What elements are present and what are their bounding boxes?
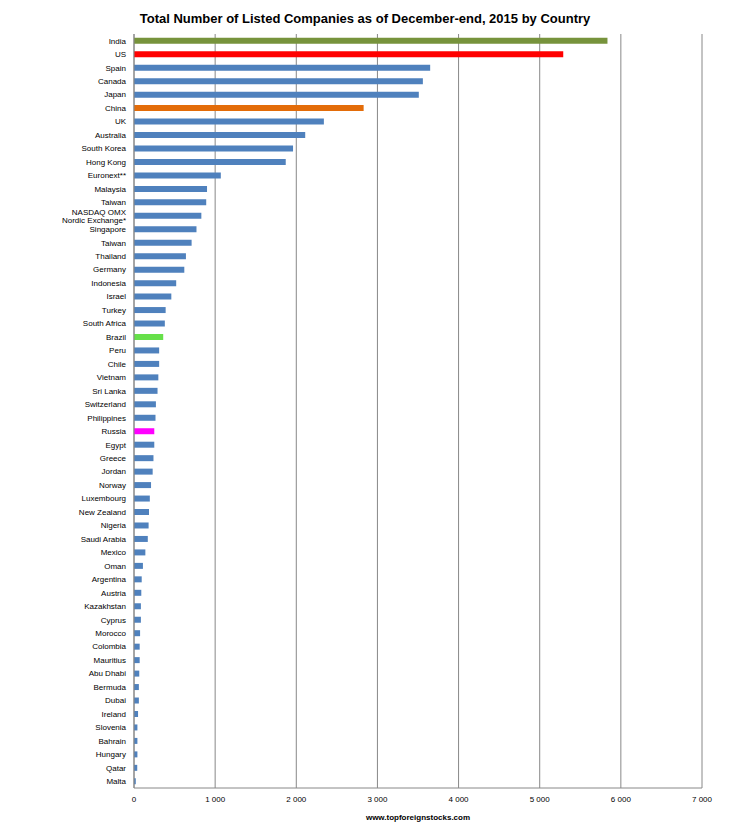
svg-text:Chile: Chile <box>108 360 127 369</box>
svg-text:Australia: Australia <box>95 131 127 140</box>
svg-text:Ireland: Ireland <box>102 710 126 719</box>
svg-text:1 000: 1 000 <box>205 795 226 804</box>
svg-text:Brazil: Brazil <box>106 333 126 342</box>
svg-text:Canada: Canada <box>98 77 127 86</box>
svg-text:0: 0 <box>132 795 137 804</box>
svg-text:5 000: 5 000 <box>530 795 551 804</box>
svg-text:Thailand: Thailand <box>95 252 126 261</box>
svg-text:Jordan: Jordan <box>102 467 126 476</box>
svg-text:Taiwan: Taiwan <box>101 198 126 207</box>
svg-text:Greece: Greece <box>100 454 127 463</box>
svg-text:Kazakhstan: Kazakhstan <box>84 602 126 611</box>
svg-text:Japan: Japan <box>104 90 126 99</box>
svg-text:Abu Dhabi: Abu Dhabi <box>89 669 127 678</box>
svg-text:Saudi Arabia: Saudi Arabia <box>81 535 127 544</box>
svg-text:South Korea: South Korea <box>82 144 127 153</box>
svg-text:Spain: Spain <box>106 64 126 73</box>
svg-text:Morocco: Morocco <box>95 629 126 638</box>
svg-text:2 000: 2 000 <box>286 795 307 804</box>
svg-text:Malaysia: Malaysia <box>94 185 126 194</box>
svg-text:6 000: 6 000 <box>611 795 632 804</box>
svg-text:Qatar: Qatar <box>106 764 126 773</box>
svg-text:Indonesia: Indonesia <box>91 279 126 288</box>
svg-text:7 000: 7 000 <box>692 795 713 804</box>
svg-text:Oman: Oman <box>104 562 126 571</box>
svg-text:Luxembourg: Luxembourg <box>82 494 126 503</box>
svg-text:Sri Lanka: Sri Lanka <box>92 387 126 396</box>
svg-text:NASDAQ OMXNordic Exchange*: NASDAQ OMXNordic Exchange* <box>62 208 127 225</box>
svg-text:Colombia: Colombia <box>92 642 126 651</box>
svg-text:South Africa: South Africa <box>83 319 127 328</box>
svg-text:Slovenia: Slovenia <box>95 723 126 732</box>
svg-text:China: China <box>105 104 126 113</box>
svg-text:Philippines: Philippines <box>87 414 126 423</box>
svg-text:Vietnam: Vietnam <box>97 373 127 382</box>
svg-text:Hong Kong: Hong Kong <box>86 158 126 167</box>
svg-text:New Zealand: New Zealand <box>79 508 126 517</box>
svg-text:Bermuda: Bermuda <box>94 683 127 692</box>
svg-text:Hungary: Hungary <box>96 750 126 759</box>
svg-text:3 000: 3 000 <box>367 795 388 804</box>
svg-text:Argentina: Argentina <box>92 575 127 584</box>
svg-text:Germany: Germany <box>93 265 126 274</box>
svg-text:Norway: Norway <box>99 481 126 490</box>
svg-text:Peru: Peru <box>109 346 126 355</box>
svg-text:www.topforeignstocks.com: www.topforeignstocks.com <box>365 813 470 822</box>
svg-text:Malta: Malta <box>106 777 126 786</box>
svg-text:Cyprus: Cyprus <box>101 616 126 625</box>
svg-text:Dubai: Dubai <box>105 696 126 705</box>
svg-text:Taiwan: Taiwan <box>101 239 126 248</box>
svg-text:Euronext**: Euronext** <box>88 171 126 180</box>
svg-text:UK: UK <box>115 117 127 126</box>
svg-text:Russia: Russia <box>102 427 127 436</box>
svg-text:Israel: Israel <box>106 292 126 301</box>
svg-text:Nigeria: Nigeria <box>101 521 127 530</box>
svg-text:Egypt: Egypt <box>106 441 127 450</box>
svg-text:Mexico: Mexico <box>101 548 127 557</box>
svg-text:Austria: Austria <box>101 589 126 598</box>
svg-text:US: US <box>115 50 126 59</box>
svg-text:India: India <box>109 37 127 46</box>
svg-text:Turkey: Turkey <box>102 306 126 315</box>
svg-text:Mauritius: Mauritius <box>94 656 126 665</box>
svg-text:4 000: 4 000 <box>449 795 470 804</box>
svg-text:Switzerland: Switzerland <box>85 400 126 409</box>
svg-text:Bahrain: Bahrain <box>98 737 126 746</box>
svg-text:Singapore: Singapore <box>90 225 127 234</box>
html-text:Total Number of Listed Compani: Total Number of Listed Companies as of D… <box>139 11 591 26</box>
